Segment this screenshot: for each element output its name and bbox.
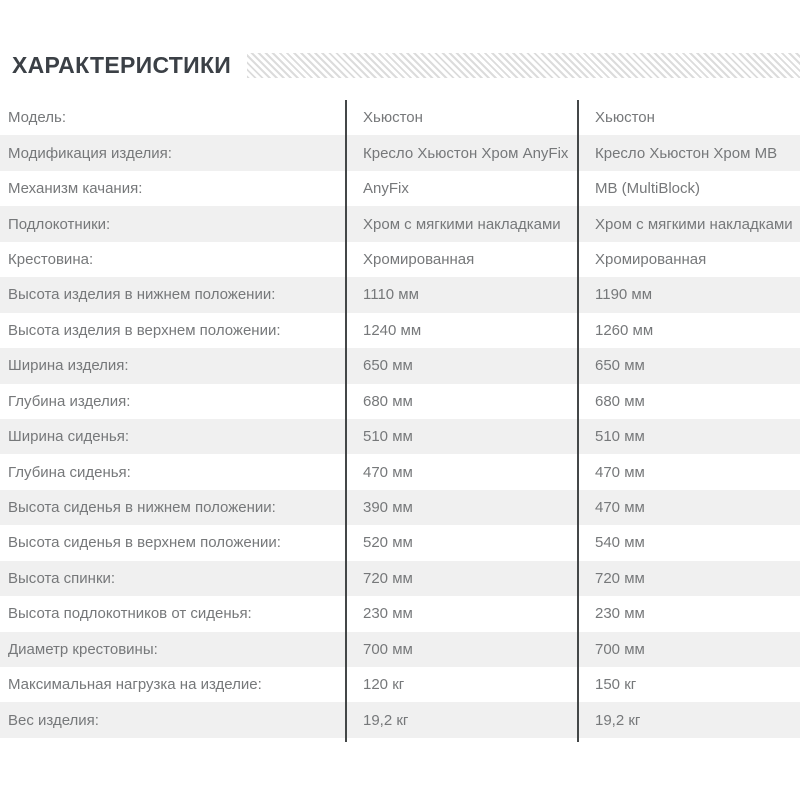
spec-value-product-b: 650 мм: [595, 357, 645, 375]
spec-label: Высота изделия в верхнем положении:: [8, 321, 281, 339]
table-row: Глубина изделия: 680 мм 680 мм: [0, 384, 800, 419]
spec-value-product-a: 680 мм: [363, 392, 413, 410]
table-row: Высота подлокотников от сиденья: 230 мм …: [0, 596, 800, 631]
spec-value-product-b: Хром с мягкими накладками: [595, 215, 793, 233]
spec-value-product-b: 230 мм: [595, 605, 645, 623]
spec-value-product-b: 1190 мм: [595, 286, 653, 304]
spec-label: Подлокотники:: [8, 215, 111, 233]
spec-value-product-b: 510 мм: [595, 428, 645, 446]
spec-value-product-b: 540 мм: [595, 534, 645, 552]
table-row: Высота изделия в нижнем положении: 1110 …: [0, 277, 800, 313]
table-row: Модификация изделия: Кресло Хьюстон Хром…: [0, 135, 800, 171]
spec-label: Крестовина:: [8, 250, 94, 268]
table-row: Вес изделия: 19,2 кг 19,2 кг: [0, 702, 800, 738]
spec-value-product-b: 470 мм: [595, 499, 645, 517]
spec-label: Механизм качания:: [8, 180, 143, 198]
section-header: ХАРАКТЕРИСТИКИ: [12, 52, 800, 79]
table-row: Максимальная нагрузка на изделие: 120 кг…: [0, 667, 800, 702]
spec-label: Высота изделия в нижнем положении:: [8, 286, 276, 304]
spec-value-product-a: 650 мм: [363, 357, 413, 375]
striped-band-decoration: [247, 53, 800, 78]
spec-value-product-b: Хромированная: [595, 250, 707, 268]
spec-value-product-b: 1260 мм: [595, 321, 654, 339]
spec-label: Ширина изделия:: [8, 357, 129, 375]
spec-value-product-b: 720 мм: [595, 569, 645, 587]
table-row: Ширина сиденья: 510 мм 510 мм: [0, 418, 800, 455]
spec-label: Диаметр крестовины:: [8, 640, 158, 658]
spec-value-product-a: Кресло Хьюстон Хром AnyFix: [363, 144, 569, 162]
column-divider-right: [577, 100, 579, 742]
spec-value-product-b: MB (MultiBlock): [595, 180, 701, 198]
spec-label: Высота сиденья в нижнем положении:: [8, 499, 276, 517]
table-row: Крестовина: Хромированная Хромированная: [0, 242, 800, 277]
column-divider-left: [345, 100, 347, 742]
spec-value-product-a: 19,2 кг: [363, 711, 409, 729]
spec-value-product-a: 120 кг: [363, 676, 405, 694]
table-row: Глубина сиденья: 470 мм 470 мм: [0, 454, 800, 489]
spec-label: Высота подлокотников от сиденья:: [8, 605, 252, 623]
table-row: Высота сиденья в нижнем положении: 390 м…: [0, 489, 800, 526]
spec-value-product-a: Хромированная: [363, 250, 475, 268]
spec-value-product-a: Хьюстон: [363, 109, 423, 127]
spec-label: Глубина изделия:: [8, 392, 131, 410]
spec-value-product-b: Кресло Хьюстон Хром MB: [595, 144, 778, 162]
spec-value-product-a: 510 мм: [363, 428, 413, 446]
table-row: Высота изделия в верхнем положении: 1240…: [0, 313, 800, 348]
spec-value-product-a: 470 мм: [363, 463, 413, 481]
table-row: Диаметр крестовины: 700 мм 700 мм: [0, 631, 800, 667]
spec-value-product-a: 390 мм: [363, 499, 413, 517]
table-row: Подлокотники: Хром с мягкими накладками …: [0, 206, 800, 242]
spec-value-product-a: 720 мм: [363, 569, 413, 587]
spec-label: Ширина сиденья:: [8, 428, 130, 446]
spec-value-product-a: Хром с мягкими накладками: [363, 215, 561, 233]
spec-value-product-b: 700 мм: [595, 640, 645, 658]
spec-label: Модификация изделия:: [8, 144, 172, 162]
spec-label: Высота спинки:: [8, 569, 116, 587]
table-row: Ширина изделия: 650 мм 650 мм: [0, 348, 800, 384]
spec-value-product-a: 1110 мм: [363, 286, 419, 304]
spec-value-product-a: AnyFix: [363, 180, 409, 198]
spec-value-product-a: 230 мм: [363, 605, 413, 623]
spec-value-product-a: 700 мм: [363, 640, 413, 658]
spec-value-product-a: 1240 мм: [363, 321, 422, 339]
spec-value-product-b: 150 кг: [595, 676, 637, 694]
spec-label: Максимальная нагрузка на изделие:: [8, 676, 262, 694]
specs-table: Модель: Хьюстон Хьюстон Модификация изде…: [0, 100, 800, 738]
spec-value-product-a: 520 мм: [363, 534, 413, 552]
page-title: ХАРАКТЕРИСТИКИ: [12, 52, 232, 78]
spec-value-product-b: 19,2 кг: [595, 711, 641, 729]
table-row: Модель: Хьюстон Хьюстон: [0, 100, 800, 135]
spec-value-product-b: Хьюстон: [595, 109, 655, 127]
table-row: Механизм качания: AnyFix MB (MultiBlock): [0, 171, 800, 206]
table-row: Высота сиденья в верхнем положении: 520 …: [0, 525, 800, 560]
spec-value-product-b: 680 мм: [595, 392, 645, 410]
spec-label: Модель:: [8, 109, 67, 127]
spec-label: Высота сиденья в верхнем положении:: [8, 534, 281, 552]
spec-value-product-b: 470 мм: [595, 463, 645, 481]
spec-label: Вес изделия:: [8, 711, 99, 729]
table-row: Высота спинки: 720 мм 720 мм: [0, 560, 800, 597]
spec-label: Глубина сиденья:: [8, 463, 131, 481]
